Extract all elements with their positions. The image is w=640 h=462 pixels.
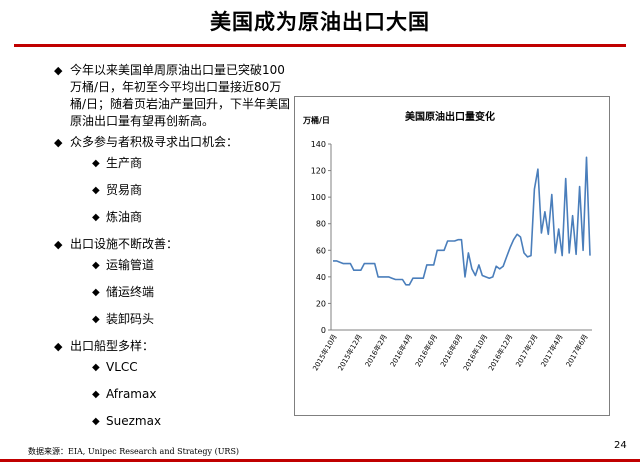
title-divider — [14, 44, 626, 47]
data-source-footer: 数据来源：EIA, Unipec Research and Strategy (… — [28, 447, 240, 456]
diamond-bullet-icon: ◆ — [92, 389, 100, 400]
diamond-bullet-icon: ◆ — [54, 136, 63, 149]
sub-bullet-item: ◆ 装卸码头 — [54, 311, 294, 338]
sub-bullet-text: 储运终端 — [106, 285, 155, 299]
sub-bullet-text: 炼油商 — [106, 210, 143, 224]
bullet-text: 今年以来美国单周原油出口量已突破100万桶/日，年初至今平均出口量接近80万桶/… — [70, 63, 291, 128]
diamond-bullet-icon: ◆ — [92, 185, 100, 196]
diamond-bullet-icon: ◆ — [54, 340, 63, 353]
bullet-text: 众多参与者积极寻求出口机会： — [70, 135, 239, 149]
sub-bullet-item: ◆ 储运终端 — [54, 284, 294, 311]
sub-bullet-text: 贸易商 — [106, 183, 143, 197]
diamond-bullet-icon: ◆ — [92, 287, 100, 298]
sub-bullet-item: ◆ 贸易商 — [54, 182, 294, 209]
bullet-item: ◆ 出口设施不断改善： — [54, 236, 294, 253]
diamond-bullet-icon: ◆ — [92, 362, 100, 373]
bullet-text: 出口船型多样： — [70, 339, 155, 353]
diamond-bullet-icon: ◆ — [92, 314, 100, 325]
sub-bullet-text: 生产商 — [106, 156, 143, 170]
bullet-item: ◆ 出口船型多样： — [54, 338, 294, 355]
sub-bullet-item: ◆ Suezmax — [54, 413, 294, 440]
bullet-list: ◆ 今年以来美国单周原油出口量已突破100万桶/日，年初至今平均出口量接近80万… — [54, 62, 294, 440]
sub-bullet-text: VLCC — [106, 360, 138, 374]
sub-bullet-item: ◆ Aframax — [54, 386, 294, 413]
page-title: 美国成为原油出口大国 — [210, 10, 430, 34]
chart-title: 美国原油出口量变化 — [405, 112, 495, 123]
diamond-bullet-icon: ◆ — [92, 260, 100, 271]
bottom-divider — [0, 459, 640, 462]
sub-bullet-item: ◆ 炼油商 — [54, 209, 294, 236]
sub-bullet-text: 运输管道 — [106, 258, 155, 272]
sub-bullet-item: ◆ VLCC — [54, 359, 294, 386]
sub-bullet-text: 装卸码头 — [106, 312, 155, 326]
page-number: 24 — [614, 440, 627, 451]
chart-y-axis-label: 万桶/日 — [303, 116, 330, 125]
diamond-bullet-icon: ◆ — [54, 238, 63, 251]
bullet-text: 出口设施不断改善： — [70, 237, 179, 251]
sub-bullet-text: Suezmax — [106, 414, 162, 428]
bullet-item: ◆ 今年以来美国单周原油出口量已突破100万桶/日，年初至今平均出口量接近80万… — [54, 62, 294, 130]
sub-bullet-item: ◆ 运输管道 — [54, 257, 294, 284]
bullet-item: ◆ 众多参与者积极寻求出口机会： — [54, 134, 294, 151]
sub-bullet-text: Aframax — [106, 387, 157, 401]
diamond-bullet-icon: ◆ — [92, 416, 100, 427]
sub-bullet-item: ◆ 生产商 — [54, 155, 294, 182]
diamond-bullet-icon: ◆ — [92, 158, 100, 169]
diamond-bullet-icon: ◆ — [92, 212, 100, 223]
diamond-bullet-icon: ◆ — [54, 64, 63, 77]
chart-frame — [294, 96, 610, 416]
